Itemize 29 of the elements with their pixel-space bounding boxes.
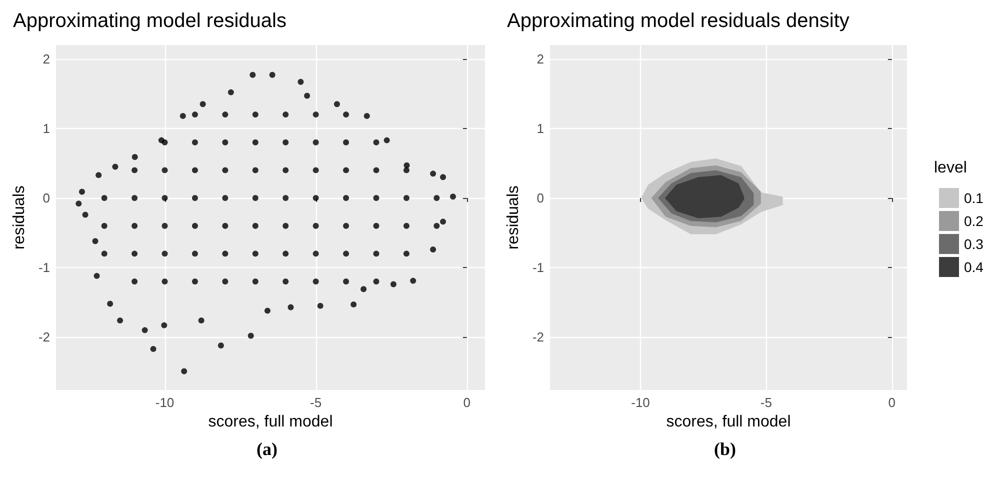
y-tick-label: -1 [532, 260, 544, 276]
y-tick-label: 1 [42, 120, 50, 136]
y-tick-label: -2 [532, 330, 544, 345]
legend-label: 0.2 [964, 213, 984, 229]
chart-title: Approximating model residuals [13, 10, 286, 32]
x-axis-title: scores, full model [208, 414, 333, 430]
text: (b) [714, 439, 736, 459]
y-axis-title: residuals [505, 185, 522, 250]
legend-label: 0.1 [964, 190, 984, 206]
x-tick-label: -10 [155, 395, 174, 410]
y-tick-label: -2 [38, 330, 50, 345]
x-tick-label: 0 [888, 395, 896, 410]
y-tick-label: 0 [42, 190, 50, 206]
x-tick-label: -5 [310, 395, 322, 410]
legend-label: 0.3 [964, 236, 984, 252]
x-tick-label: 0 [463, 395, 470, 410]
text: (a) [256, 439, 278, 459]
x-axis-title: scores, full model [666, 414, 791, 430]
y-tick-label: 2 [536, 51, 544, 66]
legend-label: 0.4 [964, 259, 984, 275]
x-tick-label: -10 [631, 395, 650, 410]
y-axis-title: residuals [11, 185, 28, 250]
chart-title: Approximating model residuals density [507, 10, 850, 32]
y-tick-label: 1 [536, 120, 544, 136]
y-tick-label: -1 [38, 260, 50, 276]
y-tick-label: 2 [42, 51, 50, 66]
legend-title: level [934, 160, 967, 176]
x-tick-label: -5 [760, 395, 772, 410]
y-tick-label: 0 [536, 190, 544, 206]
